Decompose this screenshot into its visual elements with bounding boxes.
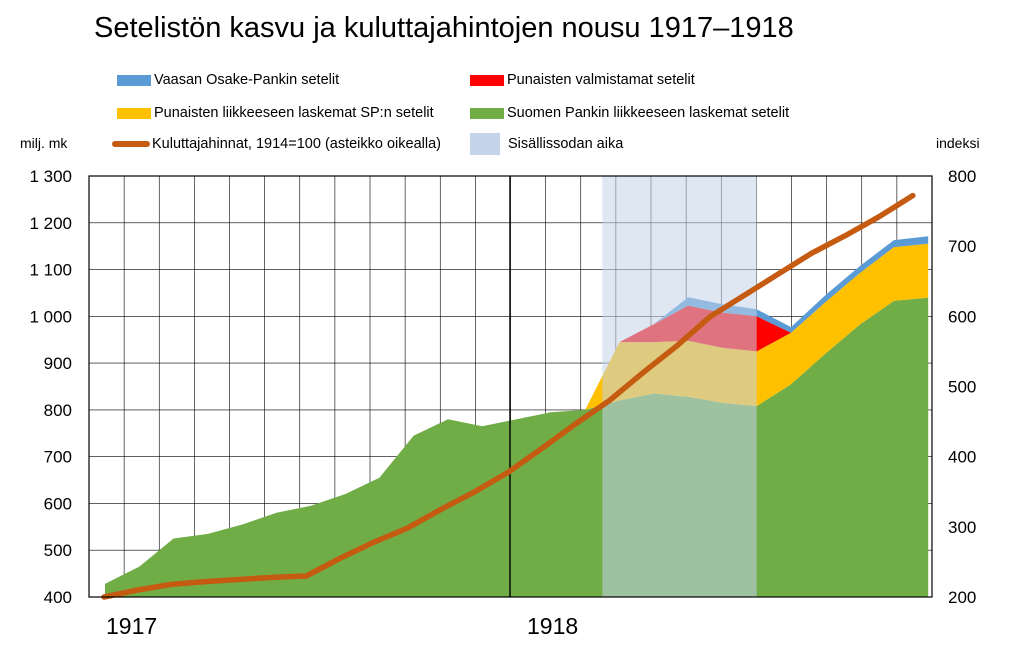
right-axis-unit: indeksi bbox=[936, 135, 980, 151]
legend-label-war: Sisällissodan aika bbox=[508, 136, 624, 152]
left-tick-label: 1 100 bbox=[29, 261, 72, 280]
legend-label-red-made: Punaisten valmistamat setelit bbox=[507, 72, 695, 88]
year-label: 1918 bbox=[527, 613, 578, 639]
legend-label-red-issued: Punaisten liikkeeseen laskemat SP:n sete… bbox=[154, 105, 434, 121]
legend-swatch-red-made bbox=[470, 74, 504, 86]
left-tick-label: 700 bbox=[44, 448, 72, 467]
legend-swatch-red-issued bbox=[117, 107, 151, 119]
legend-swatch-cpi bbox=[112, 141, 150, 147]
legend-item-vaasa: Vaasan Osake-Pankin setelit bbox=[117, 72, 339, 88]
legend-item-sp: Suomen Pankin liikkeeseen laskemat setel… bbox=[470, 105, 789, 121]
right-tick-label: 400 bbox=[948, 448, 976, 467]
legend-item-cpi: Kuluttajahinnat, 1914=100 (asteikko oike… bbox=[112, 136, 441, 152]
left-axis-unit: milj. mk bbox=[20, 135, 68, 151]
cpi-line bbox=[101, 192, 916, 600]
legend-label-sp: Suomen Pankin liikkeeseen laskemat setel… bbox=[507, 105, 790, 121]
legend-item-war: Sisällissodan aika bbox=[470, 133, 623, 155]
left-tick-label: 500 bbox=[44, 541, 72, 560]
left-tick-label: 800 bbox=[44, 401, 72, 420]
legend-item-red-made: Punaisten valmistamat setelit bbox=[470, 72, 695, 88]
left-tick-label: 1 300 bbox=[29, 167, 72, 186]
legend-swatch-war bbox=[470, 133, 500, 155]
left-tick-label: 900 bbox=[44, 354, 72, 373]
right-tick-label: 700 bbox=[948, 237, 976, 256]
left-tick-label: 600 bbox=[44, 494, 72, 513]
legend-label-vaasa: Vaasan Osake-Pankin setelit bbox=[154, 72, 340, 88]
left-tick-label: 1 200 bbox=[29, 214, 72, 233]
legend-swatch-sp bbox=[470, 107, 504, 119]
year-label: 1917 bbox=[106, 613, 157, 639]
right-tick-label: 300 bbox=[948, 518, 976, 537]
left-tick-label: 1 000 bbox=[29, 307, 72, 326]
right-tick-label: 500 bbox=[948, 378, 976, 397]
chart-title: Setelistön kasvu ja kuluttajahintojen no… bbox=[94, 12, 794, 44]
left-tick-label: 400 bbox=[44, 588, 72, 607]
plot-border bbox=[88, 175, 933, 598]
right-tick-label: 800 bbox=[948, 167, 976, 186]
legend-label-cpi: Kuluttajahinnat, 1914=100 (asteikko oike… bbox=[152, 136, 441, 152]
legend-item-red-issued: Punaisten liikkeeseen laskemat SP:n sete… bbox=[117, 105, 434, 121]
legend-swatch-vaasa bbox=[117, 74, 151, 86]
right-tick-label: 200 bbox=[948, 588, 976, 607]
right-tick-label: 600 bbox=[948, 307, 976, 326]
